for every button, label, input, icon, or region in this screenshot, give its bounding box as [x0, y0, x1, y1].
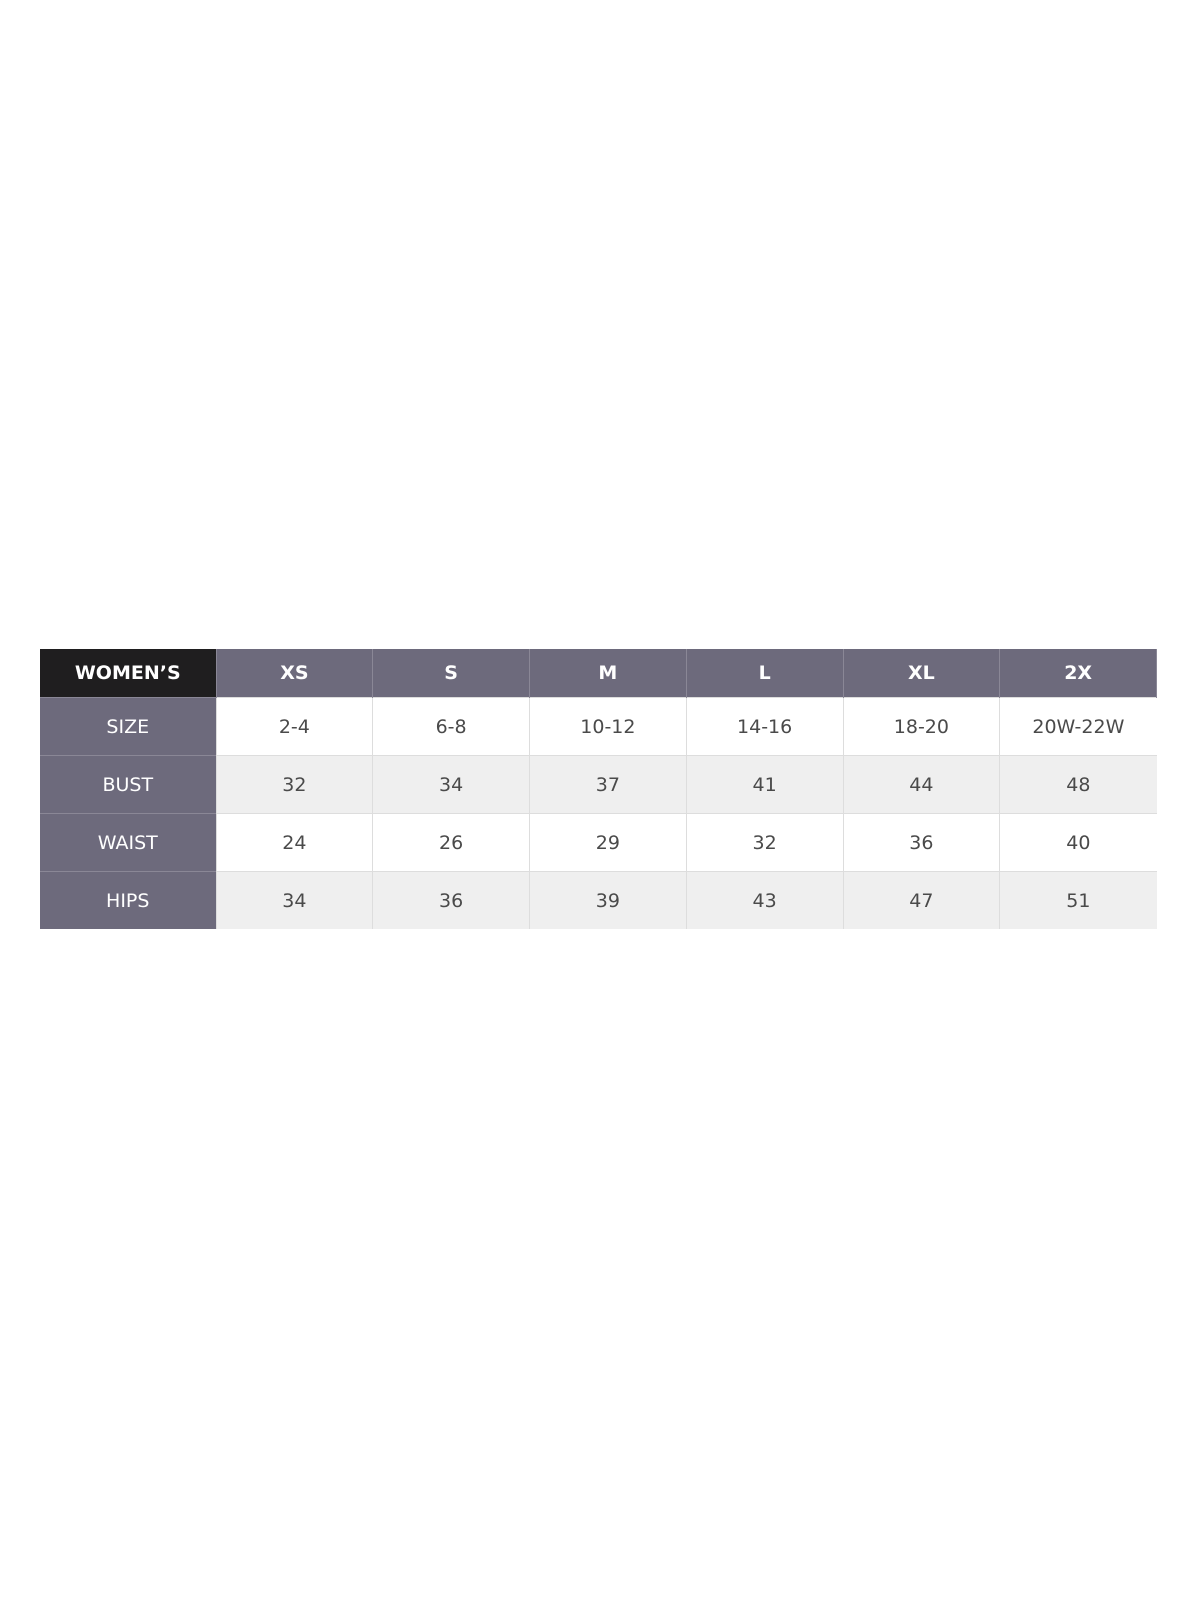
column-header: S [372, 649, 530, 698]
table-cell: 48 [999, 755, 1157, 814]
table-cell: 10-12 [529, 697, 687, 756]
table-cell: 26 [372, 813, 530, 872]
table-cell: 2-4 [215, 697, 373, 756]
table-cell: 36 [372, 871, 530, 929]
table-cell: 47 [842, 871, 1000, 929]
table-cell: 41 [685, 755, 843, 814]
table-cell: 29 [529, 813, 687, 872]
table-cell: 34 [372, 755, 530, 814]
row-header: WAIST [40, 813, 216, 872]
table-cell: 6-8 [372, 697, 530, 756]
column-header: XS [216, 649, 374, 698]
column-header: M [529, 649, 687, 698]
table-row: WAIST 24 26 29 32 36 40 [40, 813, 1157, 872]
corner-header: WOMEN’S [40, 649, 217, 698]
column-header: XL [843, 649, 1001, 698]
row-header: HIPS [40, 871, 216, 929]
table-cell: 24 [215, 813, 373, 872]
size-chart-table: WOMEN’S XS S M L XL 2X SIZE 2-4 6-8 10-12 14… [40, 649, 1157, 929]
row-header: SIZE [40, 697, 216, 756]
table-cell: 32 [215, 755, 373, 814]
table-cell: 44 [842, 755, 1000, 814]
table-cell: 51 [999, 871, 1157, 929]
table-row: SIZE 2-4 6-8 10-12 14-16 18-20 20W-22W [40, 697, 1157, 756]
column-header: 2X [999, 649, 1157, 698]
table-cell: 20W-22W [999, 697, 1157, 756]
table-row: HIPS 34 36 39 43 47 51 [40, 871, 1157, 929]
table-cell: 18-20 [842, 697, 1000, 756]
table-cell: 39 [529, 871, 687, 929]
table-cell: 14-16 [685, 697, 843, 756]
header-row: WOMEN’S XS S M L XL 2X [40, 649, 1157, 698]
table-cell: 40 [999, 813, 1157, 872]
table-cell: 32 [685, 813, 843, 872]
column-header: L [686, 649, 844, 698]
table-cell: 43 [685, 871, 843, 929]
table-row: BUST 32 34 37 41 44 48 [40, 755, 1157, 814]
table-cell: 34 [215, 871, 373, 929]
table-cell: 36 [842, 813, 1000, 872]
row-header: BUST [40, 755, 216, 814]
table-cell: 37 [529, 755, 687, 814]
